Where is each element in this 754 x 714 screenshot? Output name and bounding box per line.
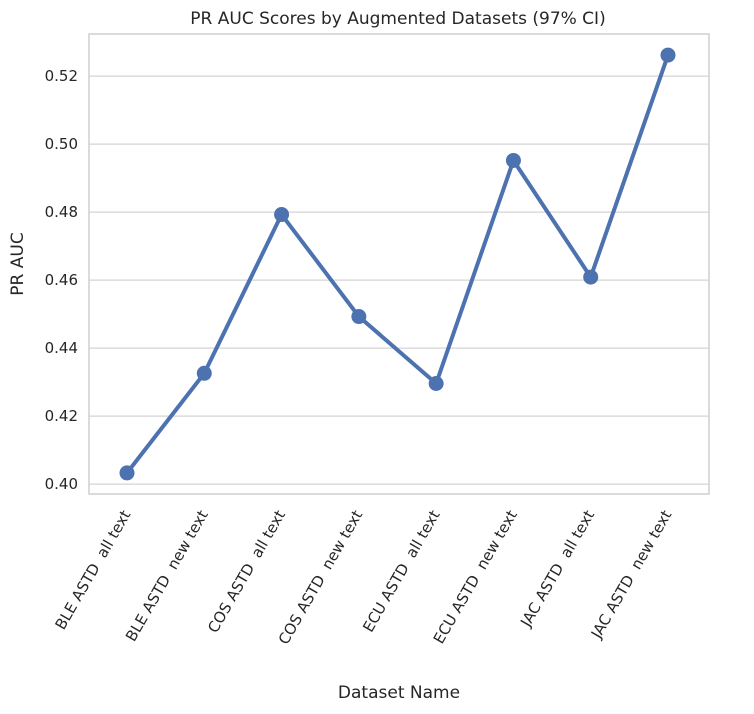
y-axis-label: PR AUC	[8, 232, 28, 295]
x-tick-label: JAC ASTD all text	[516, 507, 598, 631]
x-tick-label: COS ASTD new text	[275, 507, 367, 648]
data-point	[196, 365, 212, 381]
data-point	[583, 269, 599, 285]
gridlines	[89, 75, 709, 485]
data-point	[119, 465, 135, 481]
y-tick-label: 0.44	[45, 339, 78, 357]
data-point	[428, 376, 444, 392]
x-tick-label: COS ASTD all text	[204, 507, 289, 636]
y-tick-label: 0.50	[45, 135, 78, 153]
x-tick-label: ECU ASTD new text	[430, 507, 521, 647]
x-tick-label: ECU ASTD all text	[359, 507, 443, 635]
data-point	[351, 309, 367, 325]
x-axis-label: Dataset Name	[338, 683, 460, 703]
data-point	[505, 152, 521, 168]
x-tick-label: JAC ASTD new text	[587, 507, 676, 642]
y-tick-label: 0.46	[45, 271, 78, 289]
chart-title: PR AUC Scores by Augmented Datasets (97%…	[190, 9, 605, 29]
y-tick-label: 0.48	[45, 203, 78, 221]
data-point	[660, 47, 676, 63]
y-tick-label: 0.42	[45, 407, 78, 425]
y-tick-label: 0.52	[45, 67, 78, 85]
x-tick-label: BLE ASTD new text	[122, 507, 212, 645]
data-point	[274, 207, 290, 223]
x-tick-label: BLE ASTD all text	[51, 507, 134, 633]
series-line	[125, 53, 670, 475]
y-tick-labels: 0.40 0.42 0.44 0.46 0.48 0.50 0.52	[45, 67, 78, 493]
plot-frame	[88, 33, 710, 495]
series-line-group	[119, 47, 676, 481]
y-tick-label: 0.40	[45, 475, 78, 493]
